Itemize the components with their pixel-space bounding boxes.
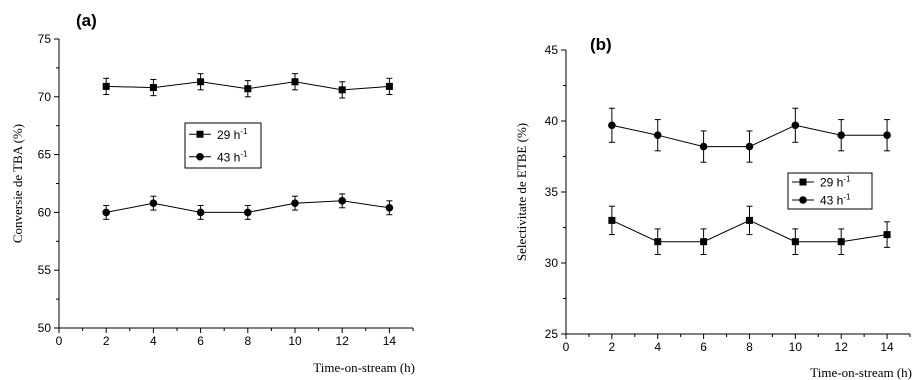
data-point-circle: [338, 197, 347, 205]
x-tick-label: 4: [654, 340, 661, 354]
x-tick-label: 4: [150, 334, 157, 348]
data-point-square: [791, 238, 799, 246]
data-point-circle: [149, 199, 158, 207]
data-point-circle: [837, 131, 845, 139]
data-point-circle: [883, 131, 891, 139]
y-axis-label: Conversie de TBA (%): [10, 124, 25, 243]
data-point-square: [244, 85, 252, 93]
panel-label: (b): [590, 35, 612, 54]
y-tick-label: 45: [545, 43, 559, 57]
y-tick-label: 70: [38, 90, 52, 104]
x-tick-label: 8: [746, 340, 753, 354]
x-tick-label: 6: [700, 340, 707, 354]
data-point-square: [883, 231, 891, 239]
data-point-square: [385, 82, 393, 90]
x-tick-label: 0: [56, 334, 63, 348]
data-point-square: [149, 84, 157, 92]
legend-marker-circle: [799, 196, 807, 204]
data-point-square: [745, 216, 753, 224]
series-29h: [102, 73, 393, 99]
x-tick-label: 14: [383, 334, 397, 348]
y-tick-label: 50: [38, 321, 52, 335]
legend-label-superscript: -1: [240, 149, 248, 158]
legend-label: 29 h-1: [820, 175, 851, 190]
x-axis-label: Time-on-stream (h): [810, 365, 912, 380]
legend-label: 29 h-1: [217, 127, 248, 142]
x-tick-label: 2: [103, 334, 110, 348]
series-29h: [608, 205, 891, 255]
series-43h: [102, 193, 394, 220]
data-point-circle: [653, 131, 662, 139]
legend-marker-square: [799, 178, 807, 186]
y-tick-label: 65: [38, 148, 52, 162]
data-point-circle: [102, 208, 110, 217]
data-point-circle: [608, 121, 616, 130]
x-axis-label: Time-on-stream (h): [313, 360, 415, 375]
data-point-square: [700, 238, 708, 246]
x-tick-label: 6: [197, 334, 204, 348]
x-tick-label: 0: [563, 340, 570, 354]
data-point-circle: [745, 142, 754, 151]
data-point-circle: [791, 121, 800, 130]
legend: 29 h-1 43 h-1: [184, 122, 262, 169]
data-point-circle: [699, 142, 708, 151]
legend-box: [184, 122, 262, 169]
data-point-square: [608, 216, 616, 224]
y-axis-label: Selectivitate de ETBE (%): [514, 123, 529, 261]
x-tick-label: 12: [336, 334, 350, 348]
y-tick-label: 35: [545, 185, 559, 199]
y-tick-label: 60: [38, 205, 52, 219]
data-point-circle: [196, 208, 205, 217]
legend-label-superscript: -1: [843, 175, 851, 184]
y-tick-label: 25: [545, 327, 559, 341]
y-tick-label: 30: [545, 256, 559, 270]
legend-label-superscript: -1: [240, 127, 248, 136]
chart-panel-b: 0 2 4 6 8 10 12 14 25 30 35 40 45 (b) Selectivitate de…: [514, 35, 912, 380]
legend-label-superscript: -1: [843, 193, 851, 202]
data-point-circle: [385, 203, 394, 212]
y-tick-label: 40: [545, 114, 559, 128]
legend-marker-square: [196, 130, 204, 138]
x-tick-label: 10: [288, 334, 302, 348]
series-43h: [608, 107, 891, 163]
legend-label: 43 h-1: [217, 149, 248, 164]
y-tick-label: 55: [38, 263, 52, 277]
data-point-square: [197, 78, 205, 86]
data-point-circle: [291, 199, 299, 207]
panel-label: (a): [76, 11, 97, 30]
y-tick-label: 75: [38, 32, 52, 46]
x-tick-label: 10: [789, 340, 803, 354]
x-tick-label: 2: [609, 340, 616, 354]
data-point-square: [654, 238, 662, 246]
legend-label: 43 h-1: [820, 193, 851, 208]
data-point-square: [291, 78, 299, 86]
legend: 29 h-1 43 h-1: [787, 172, 873, 210]
data-point-square: [102, 82, 110, 90]
data-point-circle: [244, 208, 252, 217]
data-point-square: [338, 86, 346, 94]
x-tick-label: 14: [880, 340, 894, 354]
x-tick-label: 12: [835, 340, 849, 354]
legend-marker-circle: [196, 152, 204, 161]
x-tick-label: 8: [244, 334, 251, 348]
chart-panel-a: 0 2 4 6 8 10 12 14 50 55 60 65 70 75 (a) Conversie de T…: [10, 11, 415, 375]
data-point-square: [837, 238, 845, 246]
